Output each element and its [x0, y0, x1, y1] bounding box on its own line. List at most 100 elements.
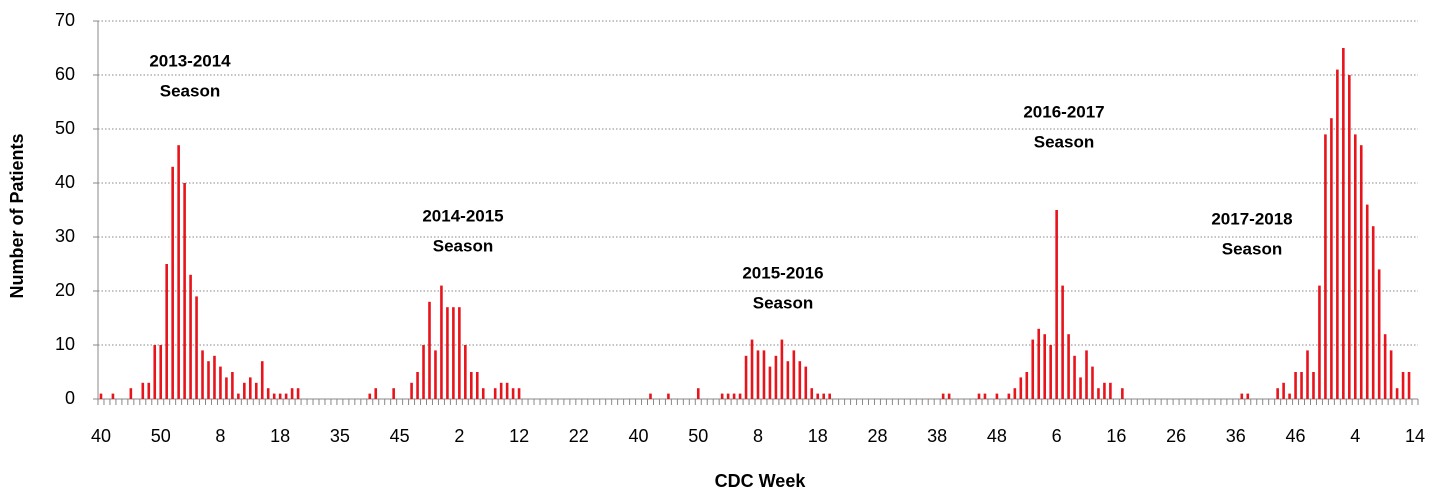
- bar: [1330, 118, 1333, 399]
- y-tick-label: 30: [55, 226, 75, 246]
- bar: [517, 388, 521, 399]
- season-label: 2017-2018: [1211, 209, 1292, 228]
- bar: [1079, 377, 1082, 399]
- bar: [207, 361, 210, 399]
- x-tick-label: 36: [1226, 426, 1246, 446]
- bar: [756, 350, 760, 399]
- bar: [470, 372, 473, 399]
- bar: [493, 388, 497, 399]
- bar: [1019, 377, 1023, 399]
- bar: [129, 388, 133, 399]
- bar: [1240, 393, 1244, 399]
- bar: [1013, 388, 1017, 399]
- bar: [171, 166, 174, 399]
- bar: [1342, 48, 1345, 399]
- bar: [786, 361, 790, 399]
- bar: [1061, 285, 1064, 399]
- bar: [1383, 334, 1387, 399]
- bar: [278, 393, 282, 399]
- bar: [1276, 388, 1279, 399]
- bar: [499, 382, 503, 399]
- bar: [1365, 204, 1369, 399]
- bar: [1055, 210, 1058, 399]
- x-tick-label: 6: [1052, 426, 1062, 446]
- y-tick-label: 50: [55, 118, 75, 138]
- bar: [941, 393, 945, 399]
- bar: [780, 339, 784, 399]
- bar: [1395, 388, 1399, 399]
- bar: [1371, 226, 1375, 399]
- x-tick-label: 50: [151, 426, 171, 446]
- bar: [1312, 372, 1315, 399]
- y-axis-title: Number of Patients: [7, 133, 27, 298]
- bar: [266, 388, 270, 399]
- y-tick-label: 70: [55, 10, 75, 30]
- bar: [977, 393, 981, 399]
- bar: [1246, 393, 1250, 399]
- bar: [165, 264, 168, 399]
- bar: [1401, 372, 1405, 399]
- x-tick-label: 22: [569, 426, 589, 446]
- x-tick-label: 48: [987, 426, 1007, 446]
- bar: [440, 285, 443, 399]
- bar: [1359, 145, 1363, 399]
- bar: [464, 345, 467, 399]
- bar: [1121, 388, 1124, 399]
- bar: [249, 377, 252, 399]
- bar: [1377, 269, 1381, 399]
- x-tick-label: 28: [867, 426, 887, 446]
- bar: [475, 372, 479, 399]
- bar: [260, 361, 264, 399]
- bar: [1103, 382, 1106, 399]
- bar: [153, 345, 157, 399]
- bar: [284, 393, 288, 399]
- x-tick-label: 38: [927, 426, 947, 446]
- bar: [422, 345, 425, 399]
- bar: [1025, 372, 1029, 399]
- bar: [947, 393, 951, 399]
- x-tick-label: 26: [1166, 426, 1186, 446]
- bar: [1109, 382, 1112, 399]
- bar: [410, 382, 413, 399]
- season-label: 2015-2016: [742, 263, 823, 282]
- x-tick-label: 16: [1106, 426, 1126, 446]
- bar: [428, 301, 431, 399]
- bar: [696, 388, 700, 399]
- x-tick-label: 40: [91, 426, 111, 446]
- bar: [798, 361, 802, 399]
- bar: [720, 393, 724, 399]
- bar: [290, 388, 294, 399]
- bar: [183, 183, 186, 399]
- bar: [1407, 372, 1411, 399]
- x-tick-label: 14: [1405, 426, 1425, 446]
- x-tick-label: 45: [390, 426, 410, 446]
- x-tick-label: 12: [509, 426, 529, 446]
- bar: [189, 274, 192, 399]
- bar: [147, 382, 151, 399]
- x-tick-label: 46: [1286, 426, 1306, 446]
- bar: [213, 355, 216, 399]
- bar: [649, 393, 652, 399]
- bar: [1037, 328, 1041, 399]
- bar: [1067, 334, 1070, 399]
- bar: [481, 388, 485, 399]
- y-tick-label: 0: [65, 388, 75, 408]
- bar: [99, 393, 103, 399]
- bar: [1336, 69, 1339, 399]
- x-tick-label: 50: [688, 426, 708, 446]
- bar: [1348, 75, 1351, 399]
- bar: [1300, 372, 1303, 399]
- x-axis-title: CDC Week: [715, 471, 807, 491]
- season-label: Season: [433, 236, 493, 255]
- x-tick-label: 18: [808, 426, 828, 446]
- bar: [762, 350, 766, 399]
- bar: [768, 366, 772, 399]
- season-label: Season: [1222, 239, 1282, 258]
- bar: [111, 393, 115, 399]
- x-tick-label: 35: [330, 426, 350, 446]
- bar: [1007, 393, 1011, 399]
- bar: [159, 345, 163, 399]
- bar: [983, 393, 987, 399]
- bar: [667, 393, 670, 399]
